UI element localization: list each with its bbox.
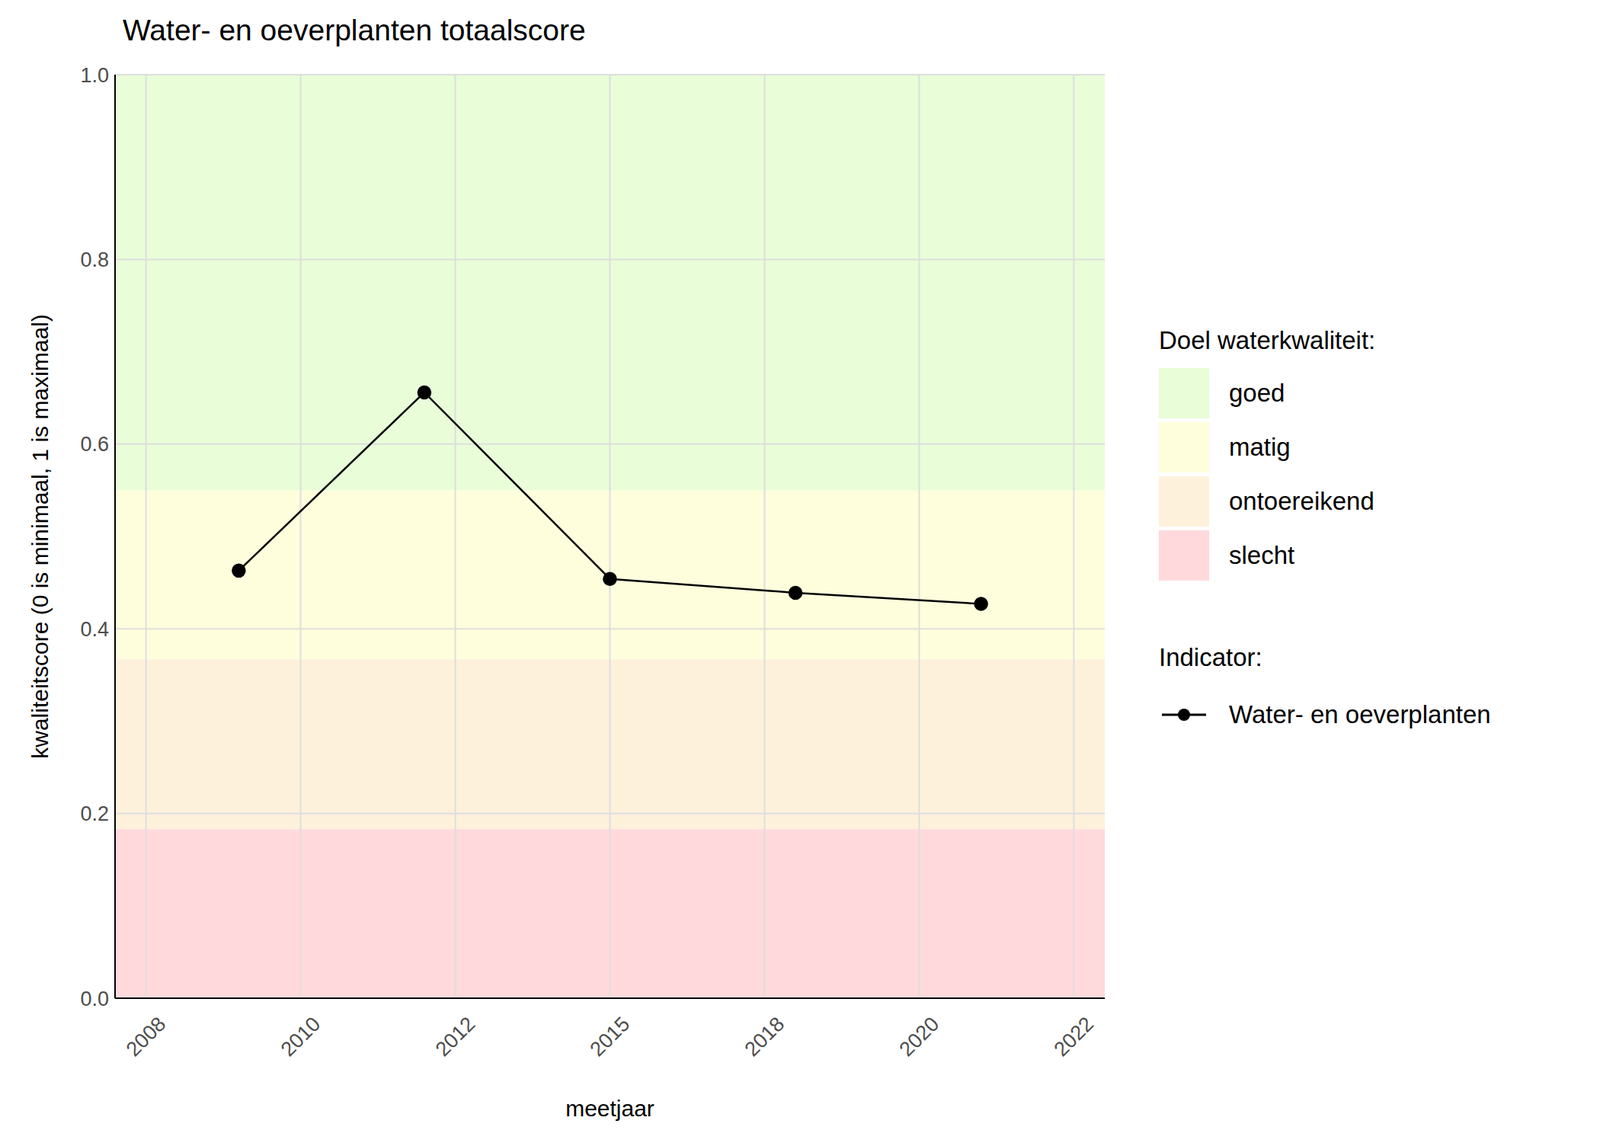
svg-text:2018: 2018 xyxy=(740,1012,790,1062)
html-text:Water- en oeverplanten totaals: Water- en oeverplanten totaalscore xyxy=(122,13,586,47)
html-text:meetjaar: meetjaar xyxy=(565,1095,655,1121)
svg-text:2022: 2022 xyxy=(1049,1012,1099,1062)
svg-text:2020: 2020 xyxy=(895,1012,944,1062)
html-text:goed: goed xyxy=(1228,378,1285,407)
svg-text:1.0: 1.0 xyxy=(80,64,109,87)
svg-text:2012: 2012 xyxy=(431,1012,480,1062)
html-text:Indicator:: Indicator: xyxy=(1158,643,1263,672)
svg-text:2010: 2010 xyxy=(276,1012,326,1062)
svg-text:2008: 2008 xyxy=(121,1012,171,1062)
svg-text:0.6: 0.6 xyxy=(80,432,109,456)
html-text:Doel waterkwaliteit:: Doel waterkwaliteit: xyxy=(1158,326,1376,355)
html-text:kwaliteitscore (0 is minimaal,: kwaliteitscore (0 is minimaal, 1 is maxi… xyxy=(27,314,53,759)
html-text:slecht: slecht xyxy=(1228,540,1295,569)
svg-text:0.8: 0.8 xyxy=(80,248,109,272)
svg-text:2015: 2015 xyxy=(585,1012,635,1062)
svg-text:0.0: 0.0 xyxy=(80,987,109,1011)
html-text:Water- en oeverplanten: Water- en oeverplanten xyxy=(1228,699,1491,728)
html-text:matig: matig xyxy=(1228,432,1291,461)
svg-text:0.4: 0.4 xyxy=(80,617,109,641)
html-text:ontoereikend: ontoereikend xyxy=(1228,486,1375,515)
svg-text:0.2: 0.2 xyxy=(80,802,109,826)
